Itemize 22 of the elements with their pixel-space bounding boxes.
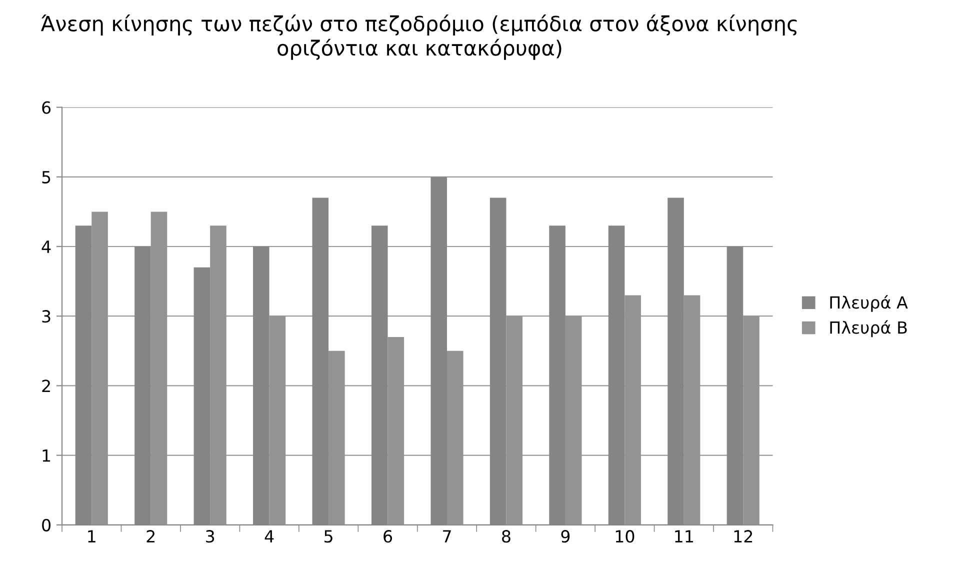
x-tick-label: 1 — [88, 530, 96, 542]
y-tick-label: 4 — [42, 240, 51, 253]
x-tick-label: 2 — [146, 530, 154, 542]
x-tick-label: 8 — [502, 530, 510, 543]
y-tick-label: 1 — [42, 449, 50, 462]
y-tick-label: 0 — [42, 518, 50, 532]
chart-title: Άνεση κίνησης των πεζών στο πεζοδρόμιο (εμπόδια στον άξονα κίνησης οριζόντια και κατακόρυφα) — [40, 14, 797, 60]
legend-label: Πλευρά Β — [830, 320, 907, 338]
x-tick-label: 6 — [384, 530, 392, 543]
x-tick-label: 10 — [616, 530, 634, 543]
x-tick-label: 12 — [734, 530, 752, 542]
y-tick-label: 6 — [42, 101, 51, 114]
y-tick-label: 5 — [42, 171, 50, 184]
y-tick-label: 2 — [42, 380, 50, 392]
y-tick-label: 3 — [42, 310, 50, 323]
x-tick-label: 7 — [443, 530, 451, 542]
x-tick-label: 9 — [561, 530, 570, 543]
x-tick-label: 3 — [206, 530, 214, 543]
x-tick-label: 11 — [675, 530, 693, 542]
x-tick-label: 4 — [264, 530, 274, 542]
x-tick-label: 5 — [324, 530, 332, 543]
legend-label: Πλευρά Α — [830, 295, 908, 312]
